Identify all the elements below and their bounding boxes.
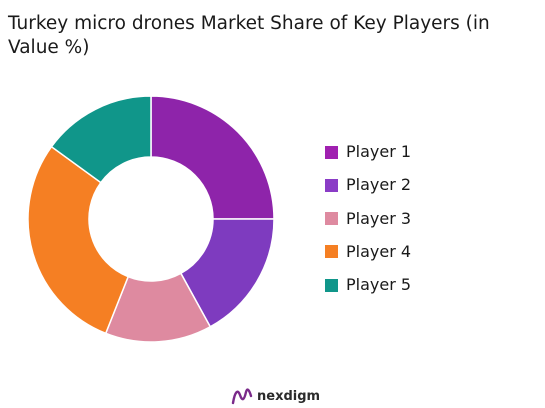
nexdigm-logo-icon xyxy=(231,388,253,405)
legend-swatch xyxy=(325,212,338,226)
legend-item-player-4: Player 4 xyxy=(325,241,411,263)
legend-swatch xyxy=(325,145,338,159)
chart-title: Turkey micro drones Market Share of Key … xyxy=(8,13,490,58)
legend-label: Player 1 xyxy=(346,142,412,161)
brand-footer: nexdigm xyxy=(231,386,320,406)
legend-label: Player 2 xyxy=(346,175,412,195)
legend-item-player-5: Player 5 xyxy=(325,274,411,296)
legend-item-player-1: Player 1 xyxy=(325,141,411,163)
legend-swatch xyxy=(325,178,338,192)
legend-label: Player 3 xyxy=(346,208,412,228)
legend-label: Player 5 xyxy=(346,275,412,295)
legend-item-player-3: Player 3 xyxy=(325,208,411,230)
slice-player-4 xyxy=(27,145,130,335)
slice-player-5 xyxy=(50,95,152,184)
legend-swatch xyxy=(325,278,338,292)
brand-name: nexdigm xyxy=(257,388,321,404)
legend-label: Player 4 xyxy=(346,241,412,261)
slice-player-1 xyxy=(150,95,275,220)
donut-slices xyxy=(27,95,275,343)
chart-legend: Player 1 Player 2 Player 3 Player 4 Player 5 xyxy=(325,141,411,307)
legend-item-player-2: Player 2 xyxy=(325,174,411,196)
legend-swatch xyxy=(325,245,338,259)
